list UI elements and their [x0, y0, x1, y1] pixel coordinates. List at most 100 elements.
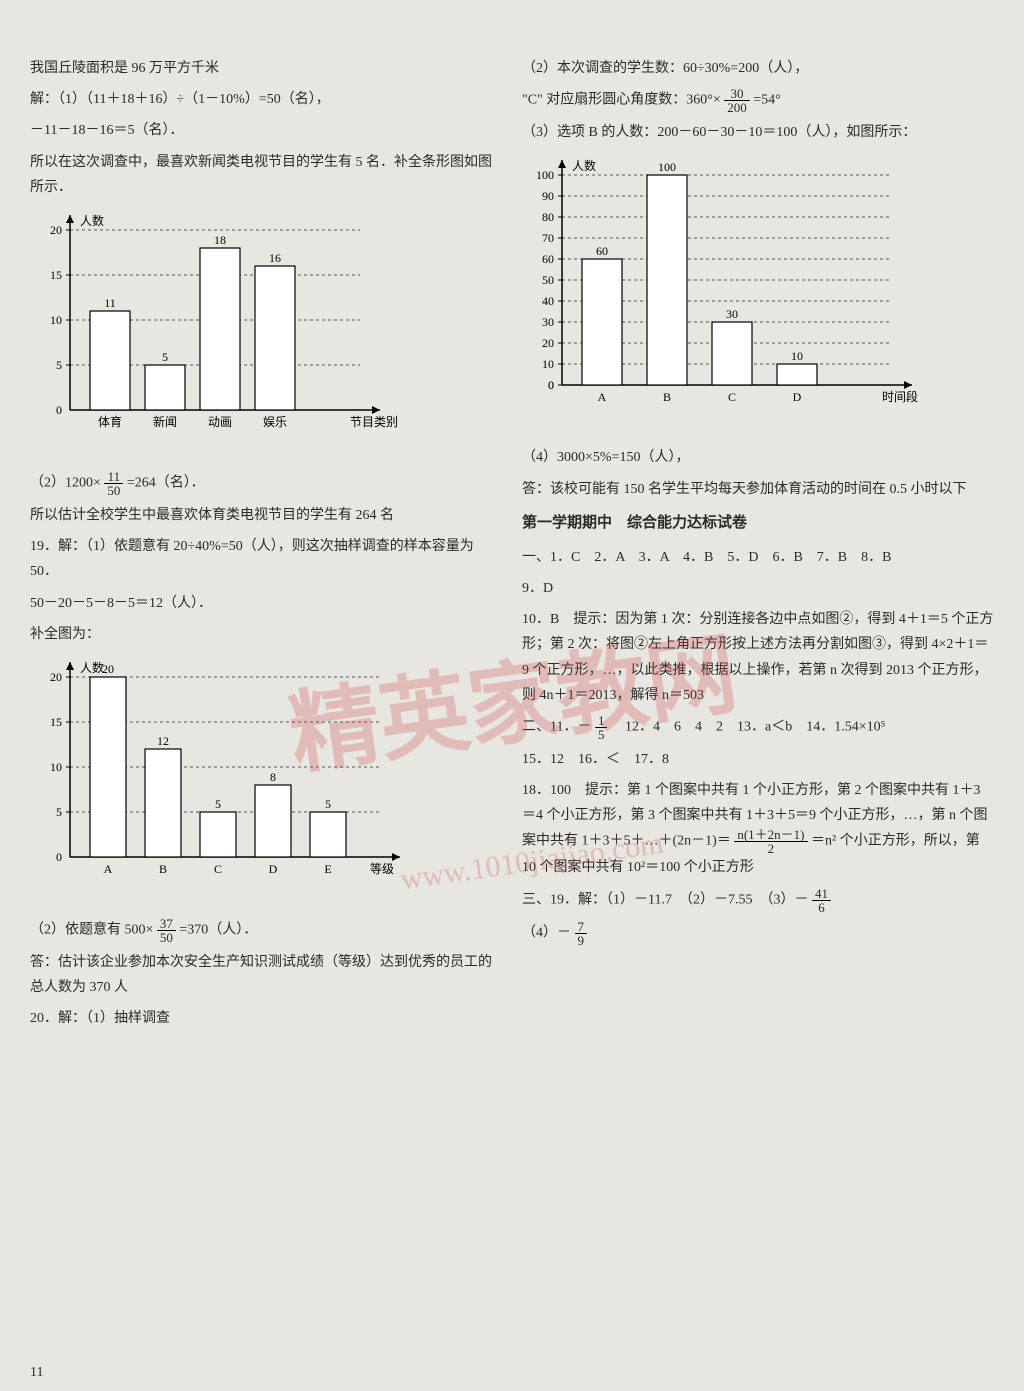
svg-text:娱乐: 娱乐 — [263, 415, 287, 429]
svg-text:100: 100 — [658, 160, 676, 174]
fraction: 7 9 — [575, 920, 588, 947]
fraction-numerator: 7 — [575, 920, 588, 934]
fraction: 41 6 — [812, 887, 831, 914]
fraction-numerator: 11 — [104, 470, 123, 484]
text-line: 三、19．解：（1）－11.7 （2）－7.55 （3）－ 41 6 — [522, 887, 994, 914]
text-fragment: 三、19．解：（1）－11.7 （2）－7.55 （3）－ — [522, 892, 808, 907]
text-line: （2）依题意有 500× 37 50 =370（人）． — [30, 917, 502, 944]
svg-text:20: 20 — [50, 223, 62, 237]
fraction: 1 5 — [595, 714, 608, 741]
fraction-denominator: 5 — [595, 728, 608, 741]
left-column: 我国丘陵面积是 96 万平方千米 解：（1）（11＋18＋16）÷（1－10%）… — [30, 50, 502, 1037]
svg-text:15: 15 — [50, 268, 62, 282]
svg-text:60: 60 — [542, 252, 554, 266]
text-line: －11－18－16＝5（名）． — [30, 118, 502, 143]
svg-text:人数: 人数 — [572, 158, 596, 173]
svg-text:12: 12 — [157, 734, 169, 748]
svg-text:20: 20 — [50, 670, 62, 684]
text-fragment: =54° — [753, 93, 781, 108]
svg-text:0: 0 — [56, 850, 62, 864]
svg-text:D: D — [793, 390, 802, 404]
section-title: 第一学期期中 综合能力达标试卷 — [522, 510, 994, 537]
text-line: 一、1．C 2．A 3．A 4．B 5．D 6．B 7．B 8．B — [522, 545, 994, 570]
svg-text:20: 20 — [542, 336, 554, 350]
svg-text:5: 5 — [162, 350, 168, 364]
svg-text:E: E — [324, 862, 331, 876]
svg-text:B: B — [663, 390, 671, 404]
text-line: 所以在这次调查中，最喜欢新闻类电视节目的学生有 5 名．补全条形图如图所示． — [30, 150, 502, 200]
bar-chart-tv-programs: 510152011体育5新闻18动画16娱乐人数节目类别0 — [30, 210, 502, 450]
fraction-denominator: 2 — [734, 842, 807, 855]
text-fragment: "C" 对应扇形圆心角度数：360°× — [522, 93, 721, 108]
text-line: 二、11．－ 1 5 12．4 6 4 2 13．a＜b 14．1.54×10⁵ — [522, 714, 994, 741]
text-line: （2）1200× 11 50 =264（名）． — [30, 470, 502, 497]
svg-text:18: 18 — [214, 233, 226, 247]
svg-text:C: C — [214, 862, 222, 876]
svg-text:60: 60 — [596, 244, 608, 258]
fraction-numerator: 37 — [157, 917, 176, 931]
text-line: 补全图为： — [30, 622, 502, 647]
text-line: 答：估计该企业参加本次安全生产知识测试成绩（等级）达到优秀的员工的总人数为 37… — [30, 950, 502, 1000]
svg-text:0: 0 — [56, 403, 62, 417]
fraction-numerator: 30 — [724, 87, 750, 101]
text-fragment: =370（人）． — [179, 923, 257, 938]
svg-text:5: 5 — [325, 797, 331, 811]
svg-text:10: 10 — [791, 349, 803, 363]
bar-chart-time-segments: 010203040506070809010060A100B30C10D人数时间段… — [522, 155, 994, 425]
svg-text:11: 11 — [104, 296, 116, 310]
fraction-denominator: 9 — [575, 934, 588, 947]
fraction-numerator: n(1＋2n－1) — [734, 828, 807, 842]
fraction-denominator: 6 — [812, 901, 831, 914]
svg-text:5: 5 — [56, 805, 62, 819]
text-line: 所以估计全校学生中最喜欢体育类电视节目的学生有 264 名 — [30, 503, 502, 528]
fraction-denominator: 50 — [104, 484, 123, 497]
text-line: 解：（1）（11＋18＋16）÷（1－10%）=50（名）， — [30, 87, 502, 112]
svg-text:C: C — [728, 390, 736, 404]
svg-text:体育: 体育 — [98, 414, 122, 429]
svg-text:5: 5 — [56, 358, 62, 372]
svg-text:30: 30 — [726, 307, 738, 321]
svg-text:70: 70 — [542, 231, 554, 245]
text-fragment: （2）依题意有 500× — [30, 923, 153, 938]
bar-chart-grades: 510152020A12B5C8D5E人数等级0 — [30, 657, 502, 897]
text-fragment: =264（名）． — [127, 476, 205, 491]
text-line: 9．D — [522, 576, 994, 601]
svg-text:10: 10 — [542, 357, 554, 371]
two-column-layout: 我国丘陵面积是 96 万平方千米 解：（1）（11＋18＋16）÷（1－10%）… — [30, 50, 994, 1037]
svg-text:等级: 等级 — [370, 862, 394, 876]
svg-text:16: 16 — [269, 251, 281, 265]
svg-text:40: 40 — [542, 294, 554, 308]
svg-text:动画: 动画 — [208, 415, 232, 429]
svg-text:A: A — [104, 862, 113, 876]
text-line: 答：该校可能有 150 名学生平均每天参加体育活动的时间在 0.5 小时以下 — [522, 477, 994, 502]
svg-text:人数: 人数 — [80, 660, 104, 675]
fraction-numerator: 1 — [595, 714, 608, 728]
svg-text:10: 10 — [50, 313, 62, 327]
text-fragment: 12．4 6 4 2 13．a＜b 14．1.54×10⁵ — [611, 720, 886, 735]
fraction-numerator: 41 — [812, 887, 831, 901]
text-fragment: （4）－ — [522, 925, 571, 940]
text-line: （4）－ 7 9 — [522, 920, 994, 947]
svg-text:节目类别: 节目类别 — [350, 415, 398, 429]
fraction-denominator: 200 — [724, 101, 750, 114]
svg-text:10: 10 — [50, 760, 62, 774]
text-line: 10．B 提示：因为第 1 次：分别连接各边中点如图②，得到 4＋1＝5 个正方… — [522, 607, 994, 708]
svg-text:100: 100 — [536, 168, 554, 182]
fraction-denominator: 50 — [157, 931, 176, 944]
text-fragment: 二、11．－ — [522, 720, 591, 735]
svg-text:30: 30 — [542, 315, 554, 329]
right-column: （2）本次调查的学生数：60÷30%=200（人）， "C" 对应扇形圆心角度数… — [522, 50, 994, 1037]
text-line: （2）本次调查的学生数：60÷30%=200（人）， — [522, 56, 994, 81]
text-line: 19．解：（1）依题意有 20÷40%=50（人），则这次抽样调查的样本容量为 … — [30, 534, 502, 584]
svg-text:5: 5 — [215, 797, 221, 811]
fraction: 30 200 — [724, 87, 750, 114]
text-fragment: （2）1200× — [30, 476, 101, 491]
text-line: 50－20－5－8－5＝12（人）． — [30, 591, 502, 616]
svg-text:90: 90 — [542, 189, 554, 203]
text-line: 15．12 16．＜ 17．8 — [522, 747, 994, 772]
svg-text:8: 8 — [270, 770, 276, 784]
text-line: 18．100 提示：第 1 个图案中共有 1 个小正方形，第 2 个图案中共有 … — [522, 778, 994, 881]
text-line: （4）3000×5%=150（人）， — [522, 445, 994, 470]
svg-text:时间段: 时间段 — [882, 389, 918, 404]
fraction: n(1＋2n－1) 2 — [734, 828, 807, 855]
